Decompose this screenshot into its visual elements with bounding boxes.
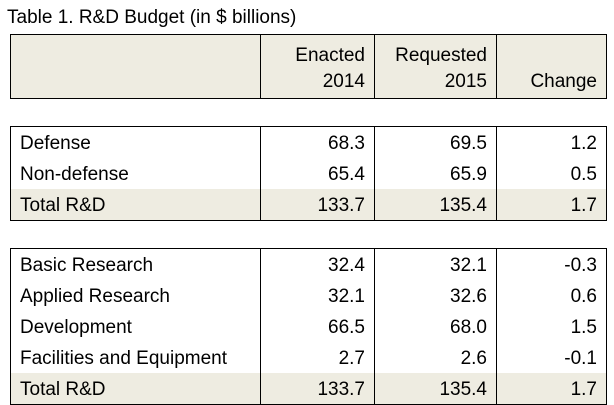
- table-row: Total R&D 133.7 135.4 1.7: [10, 189, 607, 221]
- header-enacted-label: Enacted: [295, 45, 365, 66]
- enacted-2014-value: 133.7: [260, 189, 375, 221]
- enacted-2014-value: 133.7: [260, 373, 375, 405]
- row-label: Basic Research: [10, 248, 261, 280]
- table-row: Defense 68.3 69.5 1.2: [10, 126, 607, 158]
- enacted-2014-value: 32.1: [260, 280, 375, 311]
- row-label: Defense: [10, 126, 261, 158]
- change-value: -0.3: [496, 248, 607, 280]
- enacted-2014-value: 2.7: [260, 342, 375, 373]
- table-row: Facilities and Equipment 2.7 2.6 -0.1: [10, 342, 607, 373]
- header-change: Change: [496, 34, 607, 99]
- header-label-cell: [10, 34, 261, 99]
- enacted-2014-value: 32.4: [260, 248, 375, 280]
- header-requested-2015: Requested 2015: [374, 34, 497, 99]
- header-enacted-year: 2014: [322, 71, 365, 92]
- header-requested-label: Requested: [395, 45, 487, 66]
- header-change-label: Change: [530, 71, 597, 92]
- enacted-2014-value: 66.5: [260, 311, 375, 342]
- requested-2015-value: 2.6: [374, 342, 497, 373]
- requested-2015-value: 32.1: [374, 248, 497, 280]
- row-label: Non-defense: [10, 158, 261, 189]
- requested-2015-value: 68.0: [374, 311, 497, 342]
- change-value: 1.7: [496, 189, 607, 221]
- requested-2015-value: 69.5: [374, 126, 497, 158]
- change-value: 0.6: [496, 280, 607, 311]
- requested-2015-value: 65.9: [374, 158, 497, 189]
- table-title: Table 1. R&D Budget (in $ billions): [7, 7, 297, 28]
- table-row: Development 66.5 68.0 1.5: [10, 311, 607, 342]
- header-table: Enacted 2014 Requested 2015 Change: [10, 34, 607, 99]
- row-label: Total R&D: [10, 373, 261, 405]
- header-requested-year: 2015: [444, 71, 487, 92]
- change-value: 0.5: [496, 158, 607, 189]
- change-value: -0.1: [496, 342, 607, 373]
- requested-2015-value: 135.4: [374, 189, 497, 221]
- table-row: Total R&D 133.7 135.4 1.7: [10, 373, 607, 405]
- defense-table: Defense 68.3 69.5 1.2 Non-defense 65.4 65.9 0.5…: [10, 126, 607, 221]
- row-label: Development: [10, 311, 261, 342]
- enacted-2014-value: 68.3: [260, 126, 375, 158]
- row-label: Total R&D: [10, 189, 261, 221]
- change-value: 1.2: [496, 126, 607, 158]
- table-row: Non-defense 65.4 65.9 0.5: [10, 158, 607, 189]
- header-enacted-2014: Enacted 2014: [260, 34, 375, 99]
- enacted-2014-value: 65.4: [260, 158, 375, 189]
- table-row: Applied Research 32.1 32.6 0.6: [10, 280, 607, 311]
- requested-2015-value: 135.4: [374, 373, 497, 405]
- change-value: 1.5: [496, 311, 607, 342]
- table-row: Basic Research 32.4 32.1 -0.3: [10, 248, 607, 280]
- requested-2015-value: 32.6: [374, 280, 497, 311]
- row-label: Applied Research: [10, 280, 261, 311]
- funding-table: Basic Research 32.4 32.1 -0.3 Applied Resear…: [10, 248, 607, 405]
- header-row: Enacted 2014 Requested 2015 Change: [10, 34, 607, 99]
- row-label: Facilities and Equipment: [10, 342, 261, 373]
- change-value: 1.7: [496, 373, 607, 405]
